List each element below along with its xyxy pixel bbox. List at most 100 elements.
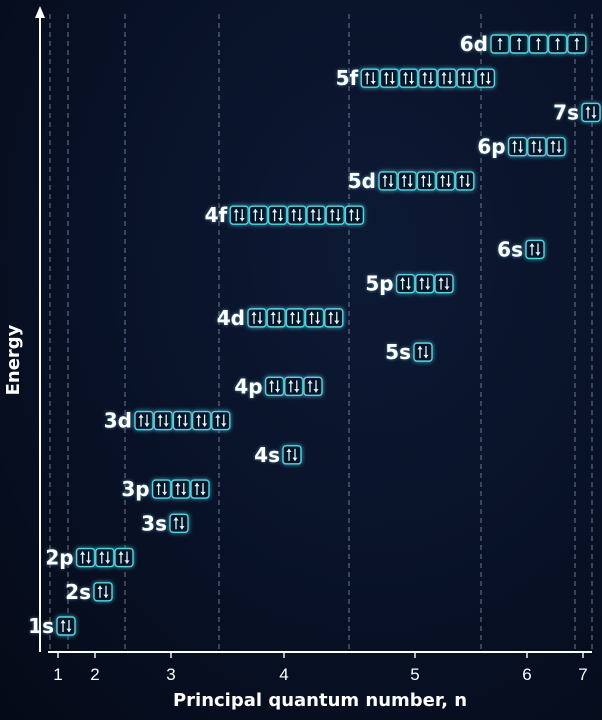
orbital-box-4p-2: [284, 376, 304, 397]
orbital-box-2p-2: [95, 547, 115, 568]
orbital-box-5f-7: [475, 68, 496, 88]
orbital-label-2s: 2s: [65, 580, 91, 604]
orbital-box-4f-7: [344, 205, 365, 225]
orbital-5f: 5f: [336, 66, 496, 90]
orbital-box-5d-3: [416, 171, 437, 191]
orbital-box-5f-6: [456, 68, 476, 88]
orbital-label-6d: 6d: [460, 32, 488, 56]
orbital-3p: 3p: [121, 477, 210, 501]
orbital-box-4p-3: [303, 376, 323, 397]
orbital-box-5f-1: [360, 68, 380, 88]
orbital-5s: 5s: [385, 340, 433, 364]
orbital-4f: 4f: [205, 203, 365, 227]
orbital-box-7s-1: [581, 102, 601, 123]
orbital-label-3d: 3d: [104, 409, 132, 433]
n-tick-label-4: 4: [279, 665, 288, 684]
orbital-box-5d-5: [455, 171, 475, 191]
orbital-6s: 6s: [497, 237, 545, 261]
orbital-levels: 1s 2s 2p 3s 3p 4s 3d 4p 5s 4d 5p 6s 4f 5d 6p 7s 5f 6d: [28, 32, 601, 638]
orbital-box-5p-2: [415, 273, 435, 294]
n-tick-label-7: 7: [578, 665, 587, 684]
orbital-label-4s: 4s: [254, 443, 280, 467]
y-axis-title: Energy: [3, 324, 24, 395]
orbital-box-2p-1: [75, 547, 96, 568]
orbital-box-6p-2: [527, 137, 547, 157]
orbital-box-5f-4: [418, 68, 438, 88]
n-tick-label-3: 3: [166, 665, 175, 684]
orbital-box-1s-1: [56, 616, 76, 636]
orbital-3d: 3d: [104, 409, 231, 433]
orbital-box-3d-5: [211, 410, 231, 431]
orbital-box-3p-1: [151, 479, 172, 499]
orbital-box-3d-2: [153, 410, 173, 431]
orbital-label-5s: 5s: [385, 340, 411, 364]
orbital-2s: 2s: [65, 580, 113, 604]
orbital-box-3s-1: [169, 513, 189, 533]
orbital-box-2p-3: [114, 547, 134, 568]
orbital-box-4d-2: [266, 308, 286, 328]
orbital-label-4p: 4p: [234, 374, 262, 398]
n-tick-label-2: 2: [90, 665, 99, 684]
orbital-box-6d-4: [547, 34, 568, 54]
orbital-label-3p: 3p: [121, 477, 149, 501]
orbital-box-4s-1: [282, 445, 302, 465]
orbital-label-4f: 4f: [205, 203, 228, 227]
orbital-box-6d-3: [528, 34, 549, 54]
orbital-box-4f-5: [306, 205, 326, 225]
n-axis-ticks: 1 2 3 4 5 6 7: [53, 652, 588, 684]
orbital-box-4p-1: [264, 376, 285, 397]
orbital-box-6s-1: [525, 239, 545, 260]
orbital-box-3d-1: [134, 410, 154, 431]
orbital-box-5d-4: [435, 171, 456, 191]
orbital-box-6d-1: [490, 34, 510, 54]
orbital-box-4f-1: [229, 205, 249, 225]
orbital-label-1s: 1s: [28, 614, 54, 638]
n-tick-label-5: 5: [410, 665, 419, 684]
orbital-box-5p-3: [434, 273, 454, 294]
orbital-2p: 2p: [45, 546, 134, 570]
orbital-box-4f-3: [267, 205, 288, 225]
n-tick-label-6: 6: [522, 665, 531, 684]
orbital-box-3d-3: [172, 410, 193, 431]
orbital-label-5p: 5p: [365, 272, 393, 296]
orbital-label-2p: 2p: [45, 546, 73, 570]
orbital-box-4f-4: [287, 205, 307, 225]
orbital-box-6d-5: [567, 34, 587, 54]
orbital-box-4f-2: [248, 205, 269, 225]
orbital-3s: 3s: [141, 511, 189, 535]
orbital-box-3p-3: [190, 479, 210, 499]
orbital-5p: 5p: [365, 272, 454, 296]
orbital-box-6d-2: [509, 34, 529, 54]
orbital-box-4d-4: [304, 308, 325, 328]
orbital-4s: 4s: [254, 443, 302, 467]
n-tick-label-1: 1: [53, 665, 62, 684]
orbital-label-3s: 3s: [141, 511, 167, 535]
orbital-box-5p-1: [395, 273, 416, 294]
orbital-box-5f-3: [398, 68, 419, 88]
orbital-box-5f-2: [379, 68, 400, 88]
orbital-box-6p-1: [507, 137, 528, 157]
orbital-6d: 6d: [460, 32, 587, 56]
orbital-box-6p-3: [546, 137, 566, 157]
orbital-label-4d: 4d: [217, 306, 245, 330]
orbital-4d: 4d: [217, 306, 344, 330]
orbital-box-5s-1: [413, 342, 433, 362]
orbital-1s: 1s: [28, 614, 76, 638]
orbital-box-4d-5: [324, 308, 344, 328]
orbital-7s: 7s: [553, 100, 601, 124]
orbital-box-5d-2: [397, 171, 417, 191]
orbital-label-6s: 6s: [497, 237, 523, 261]
orbital-5d: 5d: [348, 169, 475, 193]
orbital-label-5f: 5f: [336, 66, 359, 90]
shell-boundary-gridlines: [49, 14, 593, 652]
orbital-box-3d-4: [191, 410, 212, 431]
orbital-box-5d-1: [378, 171, 398, 191]
orbital-box-4d-1: [247, 308, 267, 328]
orbital-label-6p: 6p: [477, 135, 505, 159]
orbital-4p: 4p: [234, 374, 323, 398]
orbital-box-3p-2: [171, 479, 191, 499]
orbital-label-7s: 7s: [553, 100, 579, 124]
orbital-6p: 6p: [477, 135, 566, 159]
orbital-box-2s-1: [93, 582, 113, 602]
orbital-box-4d-3: [285, 308, 306, 328]
